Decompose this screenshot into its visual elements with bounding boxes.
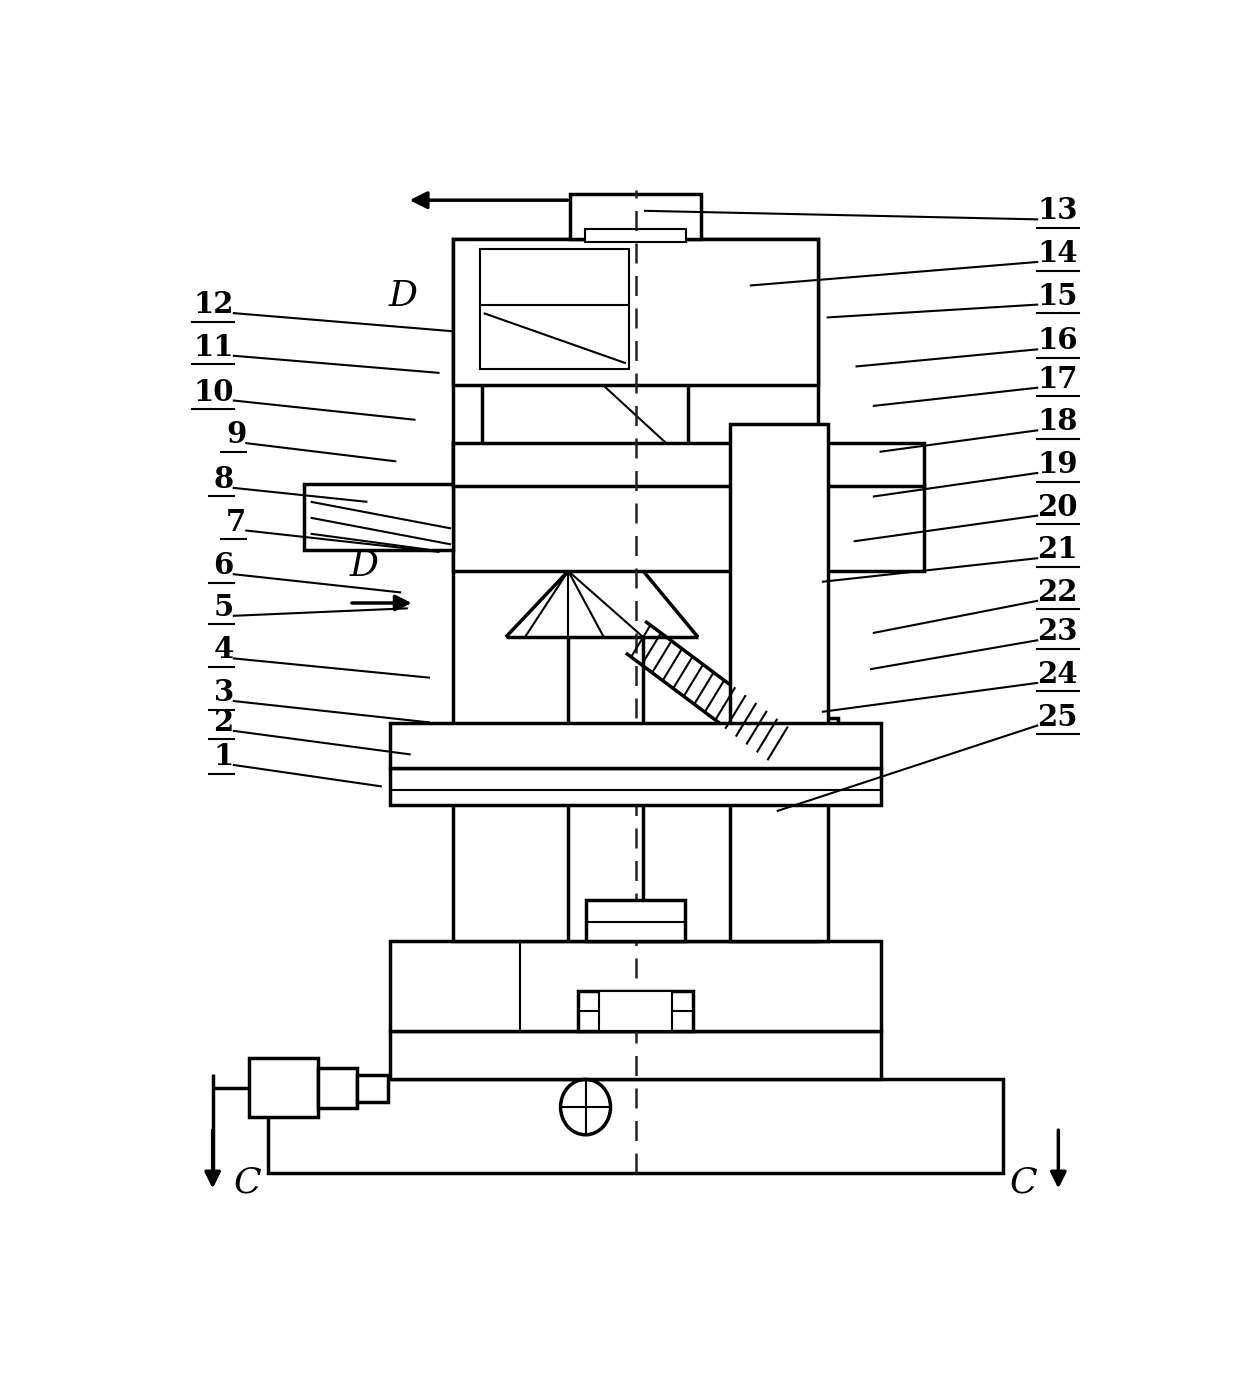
Bar: [391, 1031, 880, 1080]
Text: D: D: [350, 548, 379, 583]
Text: 19: 19: [1037, 450, 1078, 479]
Bar: [578, 991, 693, 1031]
Bar: [584, 228, 687, 242]
Text: 7: 7: [226, 508, 247, 537]
Text: 12: 12: [193, 291, 234, 320]
Text: 18: 18: [1037, 407, 1078, 436]
Text: 9: 9: [226, 421, 247, 450]
Bar: [453, 238, 818, 385]
Bar: [756, 718, 838, 799]
Text: 14: 14: [1037, 239, 1078, 268]
Bar: [391, 724, 880, 768]
Bar: [453, 441, 818, 941]
Text: 13: 13: [1037, 197, 1078, 226]
Text: 3: 3: [213, 678, 234, 707]
Text: 6: 6: [213, 551, 234, 580]
Bar: [585, 901, 686, 941]
Text: 24: 24: [1037, 660, 1078, 689]
Text: 20: 20: [1037, 493, 1078, 522]
Bar: [453, 483, 924, 572]
Bar: [599, 991, 672, 1031]
Text: C: C: [1009, 1165, 1037, 1200]
Bar: [453, 238, 818, 483]
Bar: [304, 483, 453, 549]
Bar: [249, 1057, 319, 1117]
Text: 2: 2: [213, 707, 234, 736]
Text: 5: 5: [213, 592, 234, 621]
Bar: [453, 443, 924, 486]
Bar: [357, 1075, 388, 1102]
Text: 22: 22: [1037, 579, 1078, 606]
Bar: [319, 1067, 357, 1109]
Text: 25: 25: [1037, 703, 1078, 732]
Bar: [391, 768, 880, 805]
Text: 10: 10: [193, 378, 234, 407]
Text: 8: 8: [213, 465, 234, 494]
Text: 17: 17: [1037, 365, 1078, 393]
Bar: [481, 259, 688, 466]
Bar: [480, 249, 629, 368]
Text: C: C: [234, 1165, 262, 1200]
Text: 16: 16: [1037, 327, 1078, 356]
Text: D: D: [388, 280, 418, 313]
Bar: [570, 194, 701, 238]
Text: 1: 1: [213, 742, 234, 771]
Text: 11: 11: [193, 332, 234, 361]
Text: 15: 15: [1037, 281, 1078, 310]
Bar: [268, 1080, 1003, 1174]
Bar: [729, 424, 828, 941]
Text: 23: 23: [1037, 617, 1078, 646]
Text: 4: 4: [213, 635, 234, 664]
Bar: [391, 941, 880, 1031]
Text: 21: 21: [1037, 536, 1078, 565]
